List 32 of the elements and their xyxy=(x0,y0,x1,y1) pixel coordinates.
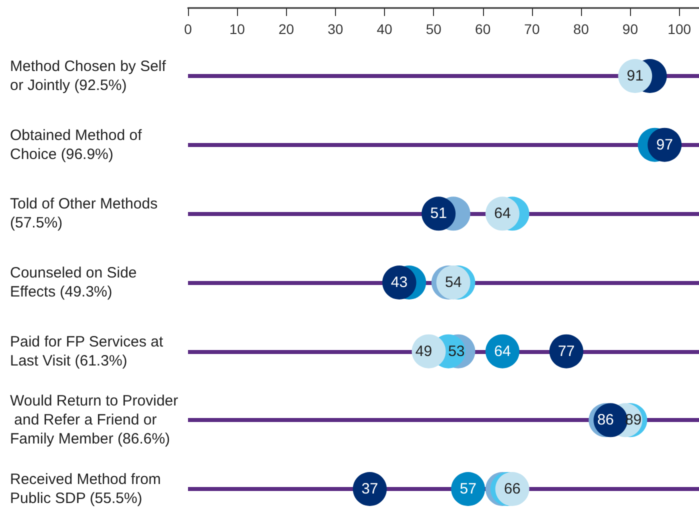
y-tick-label: Counseled on Side Effects (49.3%) xyxy=(10,264,141,300)
data-label: 86 xyxy=(597,412,614,429)
x-tick-label: 80 xyxy=(573,21,590,37)
x-tick-label: 40 xyxy=(376,21,393,37)
x-tick-label: 100 xyxy=(668,21,692,37)
y-tick-label: Received Method from Public SDP (55.5%) xyxy=(10,471,166,507)
x-tick-label: 50 xyxy=(426,21,442,37)
x-tick-label: 70 xyxy=(524,21,540,37)
y-tick-label: Paid for FP Services at Last Visit (61.3%) xyxy=(10,333,168,370)
y-tick-label: Would Return to Provider and Refer a Friend or Family Member (86.6%) xyxy=(10,392,178,448)
y-tick-label: Obtained Method of Choice (96.9%) xyxy=(10,126,146,163)
data-label: 77 xyxy=(558,342,575,360)
x-tick-label: 20 xyxy=(278,21,294,37)
data-label: 49 xyxy=(415,342,432,360)
data-label: 97 xyxy=(656,136,673,154)
data-label: 64 xyxy=(494,342,511,360)
data-label: 53 xyxy=(448,342,465,360)
data-label: 51 xyxy=(430,205,447,222)
data-label: 37 xyxy=(361,480,378,498)
y-tick-label: Method Chosen by Self or Jointly (92.5%) xyxy=(10,58,170,94)
x-tick-label: 90 xyxy=(622,21,638,37)
data-label: 54 xyxy=(444,274,462,291)
data-label: 57 xyxy=(460,480,476,498)
y-tick-label: Told of Other Methods (57.5%) xyxy=(10,196,162,232)
data-label: 64 xyxy=(494,205,511,222)
data-label: 43 xyxy=(390,274,408,291)
x-tick-label: 30 xyxy=(328,21,344,37)
data-label: 91 xyxy=(626,68,644,84)
data-label: 66 xyxy=(504,480,521,498)
x-tick-label: 0 xyxy=(184,21,192,37)
x-tick-label: 10 xyxy=(229,21,246,37)
x-tick-label: 60 xyxy=(475,21,491,37)
